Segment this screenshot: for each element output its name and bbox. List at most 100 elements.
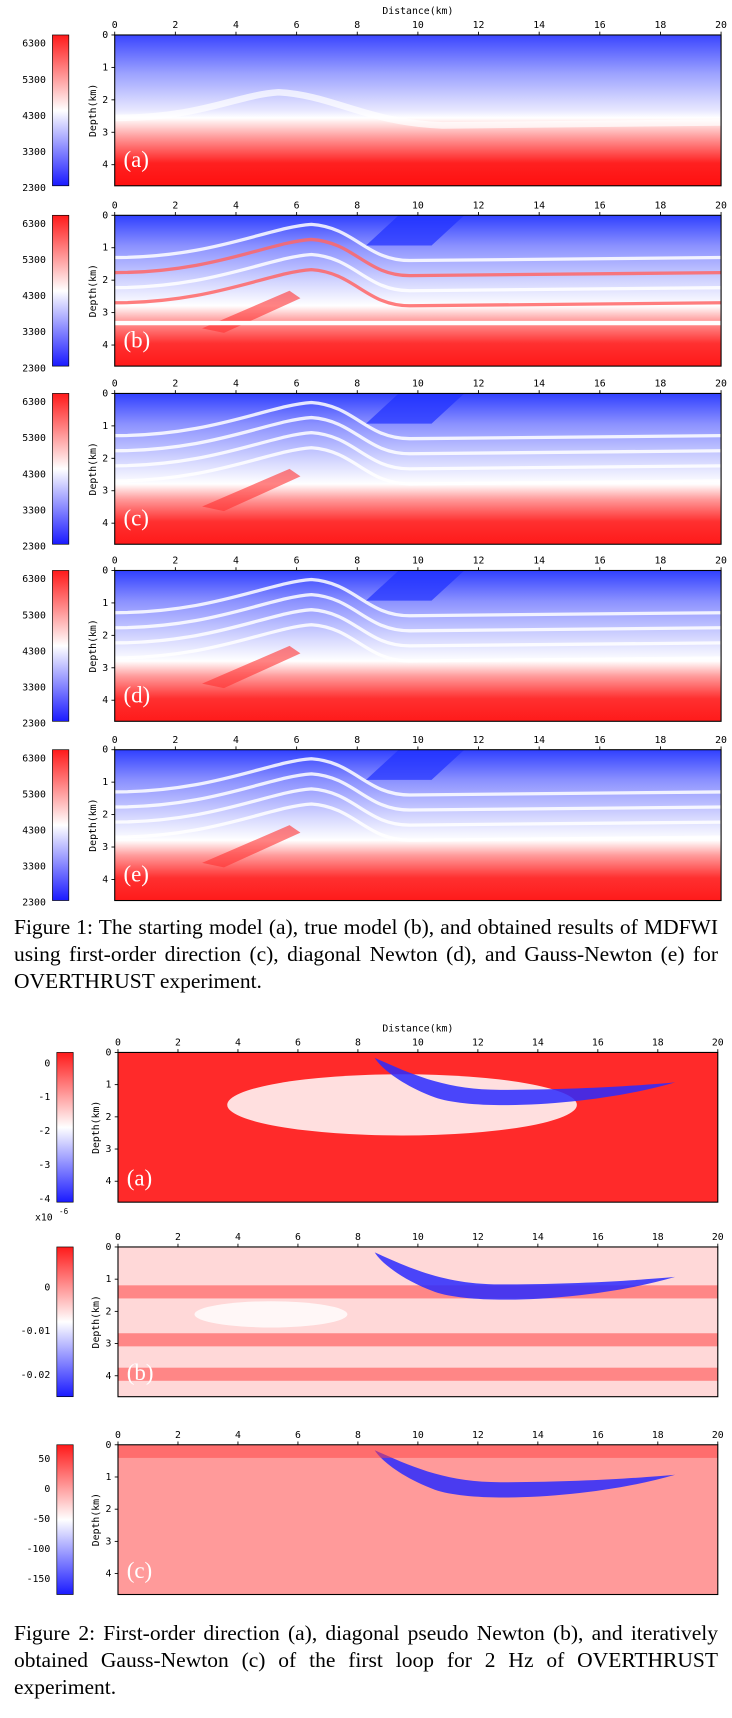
colorbar-tick-label: 6300 — [22, 219, 46, 230]
x-tick-label: 8 — [354, 735, 360, 746]
y-tick-label: 2 — [106, 1504, 112, 1515]
colorbar-tick-label: -100 — [27, 1544, 51, 1555]
x-tick-label: 18 — [652, 1038, 664, 1049]
colorbar — [52, 393, 70, 545]
y-axis-label: Depth(km) — [88, 264, 99, 317]
x-tick-label: 2 — [175, 1038, 181, 1049]
y-tick-label: 0 — [102, 745, 108, 756]
colorbar-tick-label: 6300 — [22, 753, 46, 764]
model-layer — [114, 772, 722, 812]
model-feature — [374, 1057, 676, 1106]
colorbar-tick-label: 0 — [44, 1484, 50, 1495]
x-tick-label: 4 — [235, 1430, 241, 1441]
y-tick-label: 1 — [102, 421, 108, 432]
model-layer — [114, 267, 722, 308]
y-tick-label: 4 — [106, 1569, 112, 1580]
x-tick-label: 4 — [235, 1038, 241, 1049]
x-tick-label: 8 — [355, 1232, 361, 1243]
model-layer — [114, 802, 722, 842]
x-axis-label: Distance(km) — [382, 6, 453, 17]
x-tick-label: 20 — [715, 379, 727, 390]
panel-frame — [117, 1444, 719, 1596]
x-tick-label: 0 — [115, 1232, 121, 1243]
y-tick-label: 2 — [102, 95, 108, 106]
model-image — [114, 34, 722, 186]
y-tick-label: 2 — [102, 630, 108, 641]
model-band — [117, 1333, 718, 1347]
y-tick-label: 3 — [102, 842, 108, 853]
x-tick-label: 8 — [355, 1430, 361, 1441]
y-tick-label: 3 — [106, 1144, 112, 1155]
model-layer — [114, 592, 722, 633]
x-tick-label: 12 — [473, 556, 485, 567]
x-tick-label: 4 — [233, 379, 239, 390]
model-band — [117, 1367, 718, 1381]
x-tick-label: 16 — [592, 1038, 604, 1049]
x-tick-label: 20 — [715, 735, 727, 746]
x-tick-label: 18 — [655, 379, 667, 390]
x-tick-label: 4 — [233, 20, 239, 31]
colorbar-tick-label: 2300 — [22, 718, 46, 729]
x-tick-label: 0 — [112, 379, 118, 390]
x-tick-label: 6 — [294, 556, 300, 567]
colorbar-tick-label: 5300 — [22, 610, 46, 621]
x-tick-label: 20 — [712, 1430, 724, 1441]
velocity-model — [114, 34, 722, 186]
model-feature — [194, 1301, 348, 1328]
x-tick-label: 4 — [235, 1232, 241, 1243]
x-tick-label: 0 — [115, 1038, 121, 1049]
x-tick-label: 16 — [594, 556, 606, 567]
x-tick-label: 10 — [412, 556, 424, 567]
velocity-model — [114, 570, 722, 722]
y-tick-label: 0 — [106, 1242, 112, 1253]
x-tick-label: 12 — [473, 735, 485, 746]
model-layer — [114, 577, 722, 618]
panel-frame — [117, 1051, 719, 1203]
y-tick-label: 0 — [102, 210, 108, 221]
colorbar — [56, 1052, 74, 1203]
panel-frame — [114, 392, 722, 545]
panel-frame — [114, 569, 722, 722]
y-axis-label: Depth(km) — [88, 619, 99, 672]
y-tick-label: 3 — [102, 127, 108, 138]
model-feature — [374, 1252, 676, 1300]
x-tick-label: 10 — [412, 1038, 424, 1049]
colorbar-tick-label: 5300 — [22, 255, 46, 266]
model-feature — [366, 393, 465, 424]
x-tick-label: 2 — [172, 735, 178, 746]
colorbar-tick-label: 4300 — [22, 646, 46, 657]
y-axis-label: Depth(km) — [91, 1493, 102, 1546]
x-tick-label: 2 — [172, 20, 178, 31]
y-axis-label: Depth(km) — [91, 1101, 102, 1154]
gradient-image — [117, 1444, 718, 1595]
y-tick-label: 3 — [102, 663, 108, 674]
model-feature — [374, 1450, 676, 1498]
x-tick-label: 8 — [354, 379, 360, 390]
y-tick-label: 3 — [102, 486, 108, 497]
colorbar — [52, 749, 70, 901]
model-feature — [227, 1074, 577, 1136]
x-tick-label: 0 — [112, 735, 118, 746]
x-tick-label: 6 — [295, 1430, 301, 1441]
colorbar — [52, 214, 70, 367]
y-tick-label: 0 — [106, 1440, 112, 1451]
x-tick-label: 18 — [655, 20, 667, 31]
colorbar-tick-label: 50 — [38, 1454, 50, 1465]
colorbar — [52, 34, 70, 187]
colorbar-tick-label: 3300 — [22, 327, 46, 338]
figure-caption: Figure 2: First-order direction (a), dia… — [14, 1621, 718, 1699]
y-tick-label: 0 — [102, 30, 108, 41]
model-image — [117, 1444, 718, 1595]
x-tick-label: 2 — [172, 200, 178, 211]
colorbar-tick-label: 3300 — [22, 682, 46, 693]
model-layer — [114, 757, 722, 797]
colorbar-tick-label: 2300 — [22, 898, 46, 909]
y-tick-label: 3 — [106, 1339, 112, 1350]
colorbar-tick-label: 4300 — [22, 291, 46, 302]
colorbar-tick-label: 3300 — [22, 147, 46, 158]
y-tick-label: 2 — [102, 453, 108, 464]
x-tick-label: 14 — [533, 200, 545, 211]
panel-frame — [114, 214, 722, 367]
x-tick-label: 6 — [294, 200, 300, 211]
